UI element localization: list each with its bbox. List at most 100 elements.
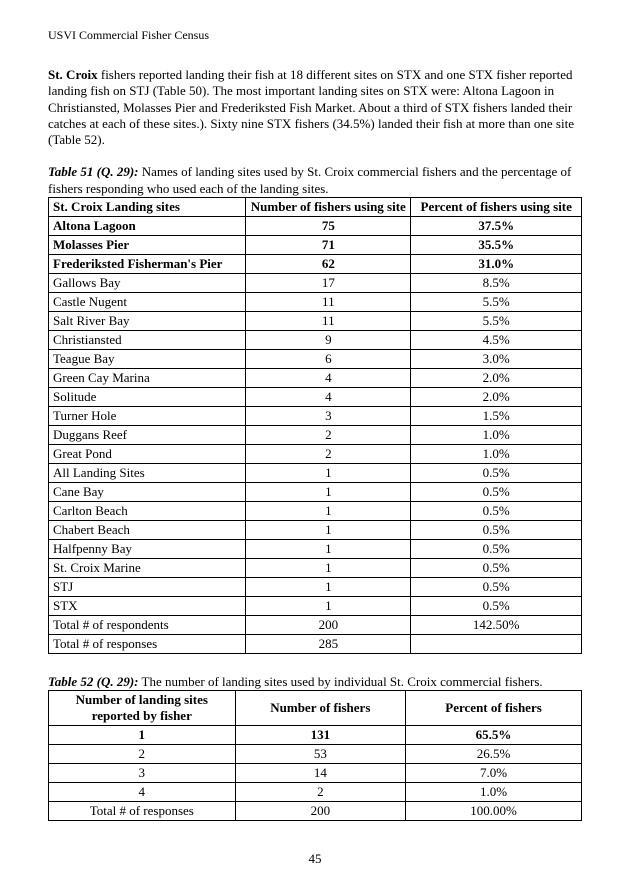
table-row: Salt River Bay115.5% [49, 311, 582, 330]
table-row: 113165.5% [49, 726, 582, 745]
cell-percent [411, 634, 582, 653]
table-row: St. Croix Marine10.5% [49, 558, 582, 577]
table52: Number of landing sites reported by fish… [48, 690, 582, 821]
cell-percent: 2.0% [411, 368, 582, 387]
table-row: Carlton Beach10.5% [49, 501, 582, 520]
cell-number: 1 [246, 463, 411, 482]
table-row: Gallows Bay178.5% [49, 273, 582, 292]
table52-caption: Table 52 (Q. 29): The number of landing … [48, 674, 582, 690]
cell-number: 11 [246, 311, 411, 330]
table-row: Total # of respondents200142.50% [49, 615, 582, 634]
cell-sites: 2 [49, 745, 236, 764]
cell-number: 17 [246, 273, 411, 292]
table-row: Halfpenny Bay10.5% [49, 539, 582, 558]
intro-paragraph: St. Croix fishers reported landing their… [48, 67, 582, 148]
table52-col-sites: Number of landing sites reported by fish… [49, 691, 236, 726]
cell-percent: 0.5% [411, 520, 582, 539]
cell-sites: Total # of responses [49, 802, 236, 821]
page-number: 45 [48, 851, 582, 867]
cell-number: 2 [246, 444, 411, 463]
cell-site: St. Croix Marine [49, 558, 246, 577]
cell-number: 131 [235, 726, 406, 745]
cell-number: 75 [246, 216, 411, 235]
cell-percent: 0.5% [411, 539, 582, 558]
cell-site: Salt River Bay [49, 311, 246, 330]
cell-percent: 2.0% [411, 387, 582, 406]
table-row: Castle Nugent115.5% [49, 292, 582, 311]
cell-site: Chabert Beach [49, 520, 246, 539]
cell-number: 62 [246, 254, 411, 273]
cell-number: 200 [235, 802, 406, 821]
page-header: USVI Commercial Fisher Census [48, 28, 582, 43]
table52-col-percent: Percent of fishers [406, 691, 582, 726]
cell-percent: 100.00% [406, 802, 582, 821]
cell-number: 6 [246, 349, 411, 368]
table51: St. Croix Landing sites Number of fisher… [48, 197, 582, 654]
cell-percent: 7.0% [406, 764, 582, 783]
cell-number: 4 [246, 387, 411, 406]
table-row: Frederiksted Fisherman's Pier6231.0% [49, 254, 582, 273]
cell-number: 3 [246, 406, 411, 425]
cell-number: 14 [235, 764, 406, 783]
cell-number: 4 [246, 368, 411, 387]
cell-number: 200 [246, 615, 411, 634]
table-row: STJ10.5% [49, 577, 582, 596]
cell-number: 1 [246, 501, 411, 520]
cell-site: All Landing Sites [49, 463, 246, 482]
cell-number: 1 [246, 558, 411, 577]
cell-percent: 1.0% [406, 783, 582, 802]
table51-col-site: St. Croix Landing sites [49, 197, 246, 216]
cell-percent: 0.5% [411, 558, 582, 577]
cell-number: 285 [246, 634, 411, 653]
table-row: All Landing Sites10.5% [49, 463, 582, 482]
cell-site: Cane Bay [49, 482, 246, 501]
cell-site: Solitude [49, 387, 246, 406]
cell-percent: 5.5% [411, 311, 582, 330]
cell-percent: 0.5% [411, 463, 582, 482]
table-row: Turner Hole31.5% [49, 406, 582, 425]
table51-caption-title: Table 51 (Q. 29): [48, 164, 139, 179]
table-row: 25326.5% [49, 745, 582, 764]
cell-number: 1 [246, 520, 411, 539]
cell-number: 53 [235, 745, 406, 764]
cell-site: Total # of responses [49, 634, 246, 653]
cell-percent: 0.5% [411, 482, 582, 501]
cell-site: Great Pond [49, 444, 246, 463]
cell-percent: 35.5% [411, 235, 582, 254]
cell-site: Halfpenny Bay [49, 539, 246, 558]
cell-number: 2 [246, 425, 411, 444]
cell-site: Turner Hole [49, 406, 246, 425]
cell-site: Molasses Pier [49, 235, 246, 254]
cell-number: 71 [246, 235, 411, 254]
cell-site: Total # of respondents [49, 615, 246, 634]
table-row: Molasses Pier7135.5% [49, 235, 582, 254]
table-row: 421.0% [49, 783, 582, 802]
cell-number: 1 [246, 577, 411, 596]
table-row: Total # of responses285 [49, 634, 582, 653]
table-row: Total # of responses200100.00% [49, 802, 582, 821]
cell-sites: 4 [49, 783, 236, 802]
cell-number: 9 [246, 330, 411, 349]
table-row: Chabert Beach10.5% [49, 520, 582, 539]
cell-percent: 4.5% [411, 330, 582, 349]
cell-percent: 1.5% [411, 406, 582, 425]
cell-site: Christiansted [49, 330, 246, 349]
cell-site: Gallows Bay [49, 273, 246, 292]
cell-number: 11 [246, 292, 411, 311]
cell-sites: 1 [49, 726, 236, 745]
table-row: Altona Lagoon7537.5% [49, 216, 582, 235]
table-row: Teague Bay63.0% [49, 349, 582, 368]
cell-site: Frederiksted Fisherman's Pier [49, 254, 246, 273]
table52-header-row: Number of landing sites reported by fish… [49, 691, 582, 726]
cell-percent: 1.0% [411, 425, 582, 444]
intro-text: fishers reported landing their fish at 1… [48, 67, 574, 147]
table51-header-row: St. Croix Landing sites Number of fisher… [49, 197, 582, 216]
cell-site: Green Cay Marina [49, 368, 246, 387]
cell-site: Teague Bay [49, 349, 246, 368]
cell-site: Duggans Reef [49, 425, 246, 444]
intro-bold: St. Croix [48, 67, 98, 82]
cell-percent: 1.0% [411, 444, 582, 463]
table51-col-number: Number of fishers using site [246, 197, 411, 216]
cell-site: Carlton Beach [49, 501, 246, 520]
cell-site: STJ [49, 577, 246, 596]
